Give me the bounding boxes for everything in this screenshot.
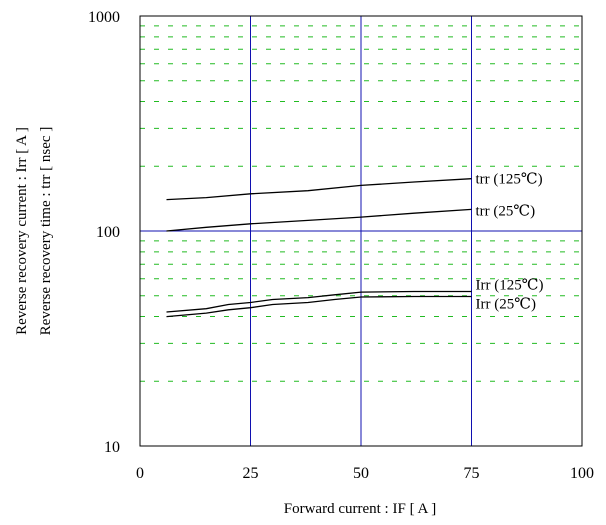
series-label: trr (125℃): [476, 172, 543, 188]
series-line: [166, 295, 472, 318]
y-tick-label: 10: [104, 439, 120, 456]
series-line: [166, 290, 472, 313]
y-axis-label-line2: Reverse recovery time : trr [ nsec ]: [38, 127, 54, 336]
series-label: trr (25℃): [476, 203, 536, 219]
major-grid: [140, 16, 582, 446]
x-tick-label: 50: [353, 465, 369, 482]
y-tick-label: 100: [96, 224, 120, 241]
x-tick-label: 100: [570, 465, 594, 482]
series-label: Irr (125℃): [476, 278, 544, 294]
series-label: Irr (25℃): [476, 296, 537, 312]
x-tick-label: 25: [243, 465, 259, 482]
series-lines: [166, 178, 472, 318]
tick-labels: 0 25 50 75 100 10 100 1000: [88, 9, 594, 482]
x-tick-label: 0: [136, 465, 144, 482]
y-tick-label: 1000: [88, 9, 120, 26]
series-line: [166, 208, 472, 232]
series-labels: trr (125℃) trr (25℃) Irr (125℃) Irr (25℃): [476, 172, 544, 313]
x-axis-label: Forward current : IF [ A ]: [284, 501, 436, 517]
minor-grid: [140, 25, 582, 382]
y-axis-label-line1: Reverse recovery current : Irr [ A ]: [14, 127, 30, 335]
plot-frame: [139, 15, 583, 447]
x-tick-label: 75: [464, 465, 480, 482]
series-line: [166, 178, 472, 201]
